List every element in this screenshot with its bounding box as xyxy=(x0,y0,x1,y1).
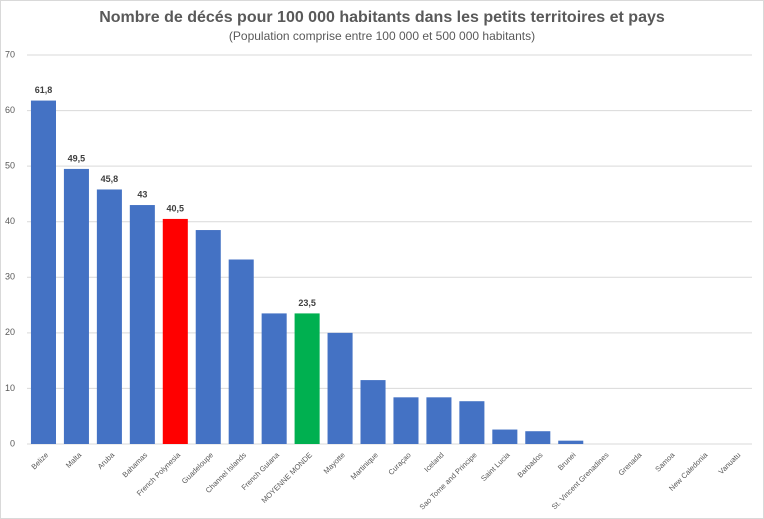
y-tick-label: 0 xyxy=(10,438,15,448)
y-tick-label: 30 xyxy=(5,272,15,282)
bar xyxy=(459,401,485,444)
bar xyxy=(492,429,518,444)
chart-title: Nombre de décés pour 100 000 habitants d… xyxy=(99,9,665,26)
value-label: 45,8 xyxy=(101,174,119,184)
bar xyxy=(96,189,122,444)
value-label: 40,5 xyxy=(167,203,185,213)
bar xyxy=(360,380,386,444)
value-label: 61,8 xyxy=(35,85,53,95)
y-tick-label: 60 xyxy=(5,105,15,115)
bar xyxy=(426,397,452,444)
bar xyxy=(294,313,320,444)
bar xyxy=(327,332,353,444)
y-tick-label: 10 xyxy=(5,383,15,393)
bar xyxy=(558,440,584,444)
bar xyxy=(525,431,551,444)
y-tick-label: 50 xyxy=(5,161,15,171)
bar xyxy=(129,205,155,444)
bar xyxy=(162,218,188,444)
bar xyxy=(195,230,221,444)
bar xyxy=(228,259,254,444)
value-label: 43 xyxy=(137,189,147,199)
y-tick-label: 70 xyxy=(5,49,15,59)
bar xyxy=(30,100,56,444)
chart-subtitle: (Population comprise entre 100 000 et 50… xyxy=(229,29,535,43)
bar xyxy=(393,397,419,444)
bar xyxy=(63,168,89,444)
value-label: 49,5 xyxy=(68,153,86,163)
bar xyxy=(261,313,287,444)
y-tick-label: 40 xyxy=(5,216,15,226)
y-tick-label: 20 xyxy=(5,327,15,337)
value-label: 23,5 xyxy=(298,298,316,308)
